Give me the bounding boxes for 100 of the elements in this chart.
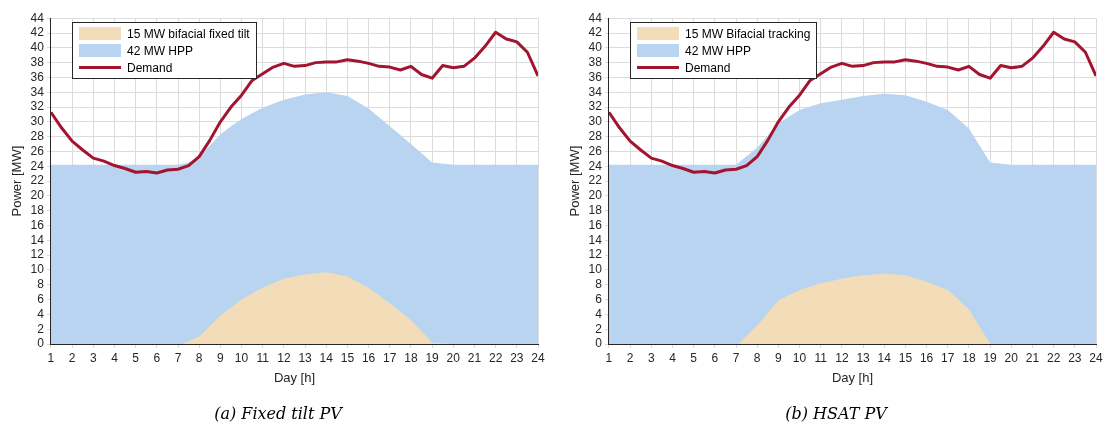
x-tick-label: 22 <box>1046 350 1061 365</box>
x-tick-label: 9 <box>775 350 783 365</box>
y-tick-label: 12 <box>588 247 603 262</box>
y-tick-label: 32 <box>30 99 45 114</box>
y-tick-label: 22 <box>30 173 45 188</box>
x-tick-label: 10 <box>234 350 249 365</box>
x-tick-label: 17 <box>383 350 397 365</box>
y-tick-label: 2 <box>37 321 45 336</box>
x-tick-label: 1 <box>605 350 613 365</box>
y-tick-label: 18 <box>588 203 603 218</box>
x-tick-label: 20 <box>1004 350 1019 365</box>
y-tick-label: 20 <box>30 188 45 203</box>
y-tick-label: 40 <box>588 40 603 55</box>
x-tick-label: 7 <box>174 350 182 365</box>
x-tick-label: 13 <box>856 350 871 365</box>
x-tick-label: 23 <box>1068 350 1082 365</box>
x-tick-label: 15 <box>340 350 355 365</box>
y-tick-label: 40 <box>30 40 45 55</box>
x-tick-label: 18 <box>962 350 976 365</box>
x-tick-label: 21 <box>467 350 482 365</box>
y-tick-label: 26 <box>588 143 603 158</box>
x-tick-label: 2 <box>626 350 634 365</box>
y-tick-label: 34 <box>588 84 603 99</box>
y-tick-label: 16 <box>588 217 603 232</box>
x-tick-label: 12 <box>277 350 291 365</box>
y-tick-label: 28 <box>30 128 45 143</box>
y-tick-label: 8 <box>37 277 45 292</box>
legend-label: Demand <box>685 60 731 75</box>
y-tick-label: 6 <box>595 291 603 306</box>
x-tick-label: 6 <box>153 350 161 365</box>
x-tick-label: 7 <box>732 350 740 365</box>
x-tick-label: 24 <box>1089 350 1103 365</box>
text: (a) Fixed tilt PV <box>213 404 344 423</box>
y-tick-label: 30 <box>588 114 603 129</box>
x-tick-label: 12 <box>835 350 849 365</box>
x-tick-label: 9 <box>217 350 225 365</box>
x-tick-label: 8 <box>195 350 203 365</box>
y-tick-label: 0 <box>37 336 45 351</box>
y-tick-label: 20 <box>588 188 603 203</box>
x-tick-label: 11 <box>814 350 828 365</box>
legend-label: 42 MW HPP <box>685 43 752 58</box>
y-axis-title: Power [MW] <box>9 145 25 217</box>
x-tick-label: 14 <box>319 350 334 365</box>
y-tick-label: 36 <box>30 69 45 84</box>
x-tick-label: 17 <box>941 350 955 365</box>
y-tick-label: 36 <box>588 69 603 84</box>
x-tick-label: 19 <box>983 350 998 365</box>
y-tick-label: 8 <box>595 277 603 292</box>
x-tick-label: 3 <box>647 350 655 365</box>
y-tick-label: 30 <box>30 114 45 129</box>
x-tick-label: 21 <box>1025 350 1040 365</box>
legend-label: Demand <box>127 60 173 75</box>
x-tick-label: 10 <box>792 350 807 365</box>
y-tick-label: 34 <box>30 84 45 99</box>
x-tick-label: 23 <box>510 350 524 365</box>
y-tick-label: 14 <box>588 232 603 247</box>
text: (b) HSAT PV <box>784 404 889 423</box>
x-axis-title: Day [h] <box>273 369 316 385</box>
y-tick-label: 4 <box>595 306 603 321</box>
x-tick-label: 1 <box>47 350 55 365</box>
x-tick-label: 8 <box>753 350 761 365</box>
x-tick-label: 19 <box>425 350 440 365</box>
x-tick-label: 20 <box>446 350 461 365</box>
y-tick-label: 42 <box>30 25 45 40</box>
y-tick-label: 10 <box>588 262 603 277</box>
y-tick-label: 10 <box>30 262 45 277</box>
x-tick-label: 16 <box>361 350 376 365</box>
y-tick-label: 16 <box>30 217 45 232</box>
y-tick-label: 42 <box>588 25 603 40</box>
x-tick-label: 3 <box>89 350 97 365</box>
x-tick-label: 13 <box>298 350 313 365</box>
y-tick-label: 4 <box>37 306 45 321</box>
x-tick-label: 11 <box>256 350 270 365</box>
y-tick-label: 0 <box>595 336 603 351</box>
x-tick-label: 4 <box>111 350 119 365</box>
legend-label: 42 MW HPP <box>127 43 194 58</box>
y-tick-label: 22 <box>588 173 603 188</box>
x-tick-label: 4 <box>669 350 677 365</box>
x-tick-label: 16 <box>919 350 934 365</box>
y-tick-label: 12 <box>30 247 45 262</box>
y-tick-label: 2 <box>595 321 603 336</box>
y-tick-label: 44 <box>588 10 603 25</box>
x-tick-label: 22 <box>488 350 503 365</box>
x-tick-label: 18 <box>404 350 418 365</box>
y-tick-label: 32 <box>588 99 603 114</box>
y-tick-label: 44 <box>30 10 45 25</box>
x-tick-label: 6 <box>711 350 719 365</box>
x-axis-title: Day [h] <box>831 369 874 385</box>
x-tick-label: 5 <box>132 350 140 365</box>
x-tick-label: 2 <box>68 350 76 365</box>
y-axis-title: Power [MW] <box>567 145 583 217</box>
legend-label: 15 MW Bifacial tracking <box>685 26 811 41</box>
y-tick-label: 26 <box>30 143 45 158</box>
x-tick-label: 15 <box>898 350 913 365</box>
y-tick-label: 14 <box>30 232 45 247</box>
y-tick-label: 18 <box>30 203 45 218</box>
y-tick-label: 28 <box>588 128 603 143</box>
y-tick-label: 24 <box>30 158 45 173</box>
y-tick-label: 6 <box>37 291 45 306</box>
y-tick-label: 38 <box>588 54 603 69</box>
